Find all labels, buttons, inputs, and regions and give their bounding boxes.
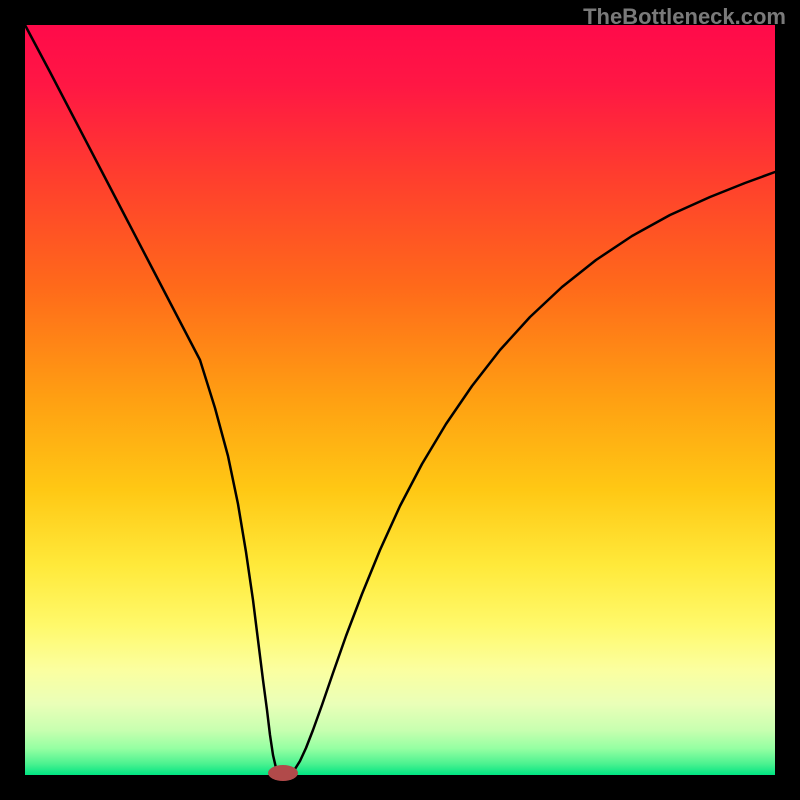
watermark-text: TheBottleneck.com [583, 4, 786, 30]
bottleneck-chart [0, 0, 800, 800]
chart-container: TheBottleneck.com [0, 0, 800, 800]
optimal-point-marker [268, 765, 298, 781]
chart-background [25, 25, 775, 775]
